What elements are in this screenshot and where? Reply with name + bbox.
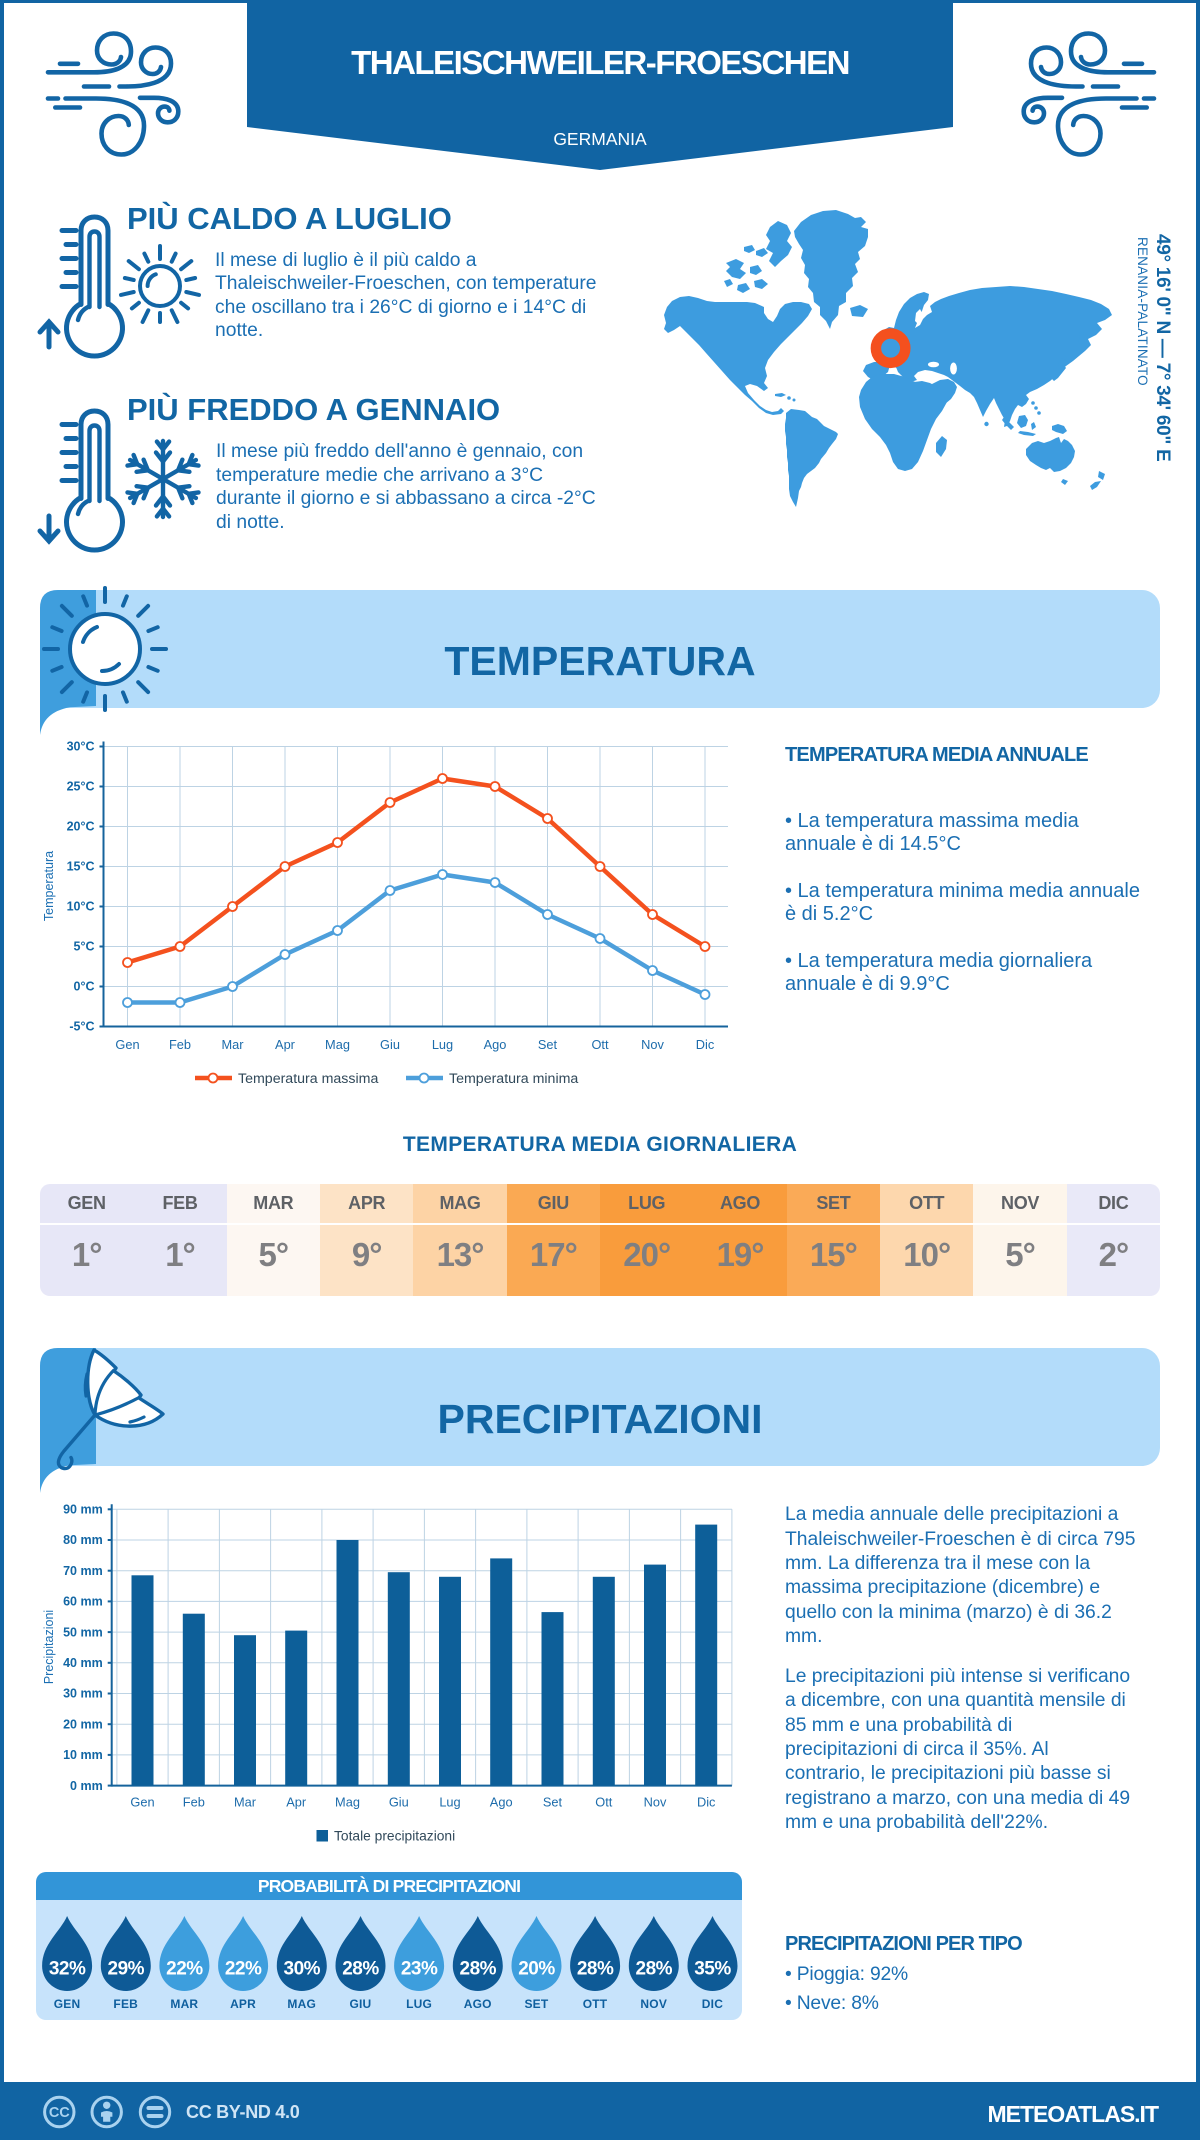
svg-text:Apr: Apr	[275, 1037, 296, 1052]
svg-text:15°C: 15°C	[67, 860, 95, 874]
svg-text:Feb: Feb	[183, 1795, 205, 1810]
svg-text:Precipitazioni: Precipitazioni	[42, 1610, 56, 1684]
svg-text:Ago: Ago	[484, 1037, 507, 1052]
svg-text:Giu: Giu	[389, 1795, 409, 1810]
svg-text:30 mm: 30 mm	[63, 1687, 103, 1701]
svg-text:30°C: 30°C	[67, 740, 95, 754]
svg-text:Gen: Gen	[130, 1795, 154, 1810]
svg-text:Temperatura minima: Temperatura minima	[449, 1071, 578, 1087]
svg-text:28%: 28%	[577, 1958, 614, 1979]
svg-text:Set: Set	[543, 1795, 563, 1810]
svg-text:30%: 30%	[284, 1958, 321, 1979]
svg-text:-5°C: -5°C	[69, 1020, 94, 1034]
svg-text:90 mm: 90 mm	[63, 1503, 103, 1517]
svg-text:Ago: Ago	[490, 1795, 513, 1810]
svg-text:60 mm: 60 mm	[63, 1595, 103, 1609]
svg-text:Temperatura: Temperatura	[42, 851, 56, 921]
svg-text:Totale precipitazioni: Totale precipitazioni	[334, 1829, 455, 1844]
svg-text:Lug: Lug	[432, 1037, 453, 1052]
svg-text:22%: 22%	[166, 1958, 203, 1979]
svg-text:Temperatura massima: Temperatura massima	[238, 1071, 378, 1087]
svg-text:Gen: Gen	[115, 1037, 139, 1052]
svg-text:20 mm: 20 mm	[63, 1717, 103, 1731]
svg-text:23%: 23%	[401, 1958, 438, 1979]
svg-text:70 mm: 70 mm	[63, 1564, 103, 1578]
svg-text:32%: 32%	[49, 1958, 86, 1979]
svg-text:Giu: Giu	[380, 1037, 400, 1052]
svg-text:Nov: Nov	[644, 1795, 667, 1810]
svg-text:Ott: Ott	[595, 1795, 613, 1810]
svg-text:CC: CC	[49, 2105, 70, 2121]
svg-text:29%: 29%	[108, 1958, 145, 1979]
svg-text:40 mm: 40 mm	[63, 1656, 103, 1670]
svg-text:50 mm: 50 mm	[63, 1625, 103, 1639]
svg-text:Mar: Mar	[234, 1795, 257, 1810]
svg-text:Feb: Feb	[169, 1037, 191, 1052]
svg-text:28%: 28%	[460, 1958, 497, 1979]
svg-text:Dic: Dic	[697, 1795, 716, 1810]
svg-text:Apr: Apr	[286, 1795, 307, 1810]
svg-text:Mar: Mar	[221, 1037, 244, 1052]
svg-text:Mag: Mag	[335, 1795, 360, 1810]
svg-text:Mag: Mag	[325, 1037, 350, 1052]
svg-text:22%: 22%	[225, 1958, 262, 1979]
svg-text:80 mm: 80 mm	[63, 1533, 103, 1547]
svg-text:10 mm: 10 mm	[63, 1748, 103, 1762]
svg-text:35%: 35%	[694, 1958, 731, 1979]
svg-text:5°C: 5°C	[74, 940, 95, 954]
svg-text:0 mm: 0 mm	[70, 1779, 103, 1793]
svg-text:Lug: Lug	[439, 1795, 460, 1810]
svg-text:Ott: Ott	[591, 1037, 609, 1052]
svg-text:20°C: 20°C	[67, 820, 95, 834]
svg-text:25°C: 25°C	[67, 780, 95, 794]
svg-text:28%: 28%	[342, 1958, 379, 1979]
svg-text:Nov: Nov	[641, 1037, 664, 1052]
svg-text:10°C: 10°C	[67, 900, 95, 914]
svg-text:Set: Set	[538, 1037, 558, 1052]
svg-text:Dic: Dic	[696, 1037, 715, 1052]
svg-text:0°C: 0°C	[74, 980, 95, 994]
svg-text:20%: 20%	[518, 1958, 555, 1979]
svg-text:28%: 28%	[636, 1958, 673, 1979]
